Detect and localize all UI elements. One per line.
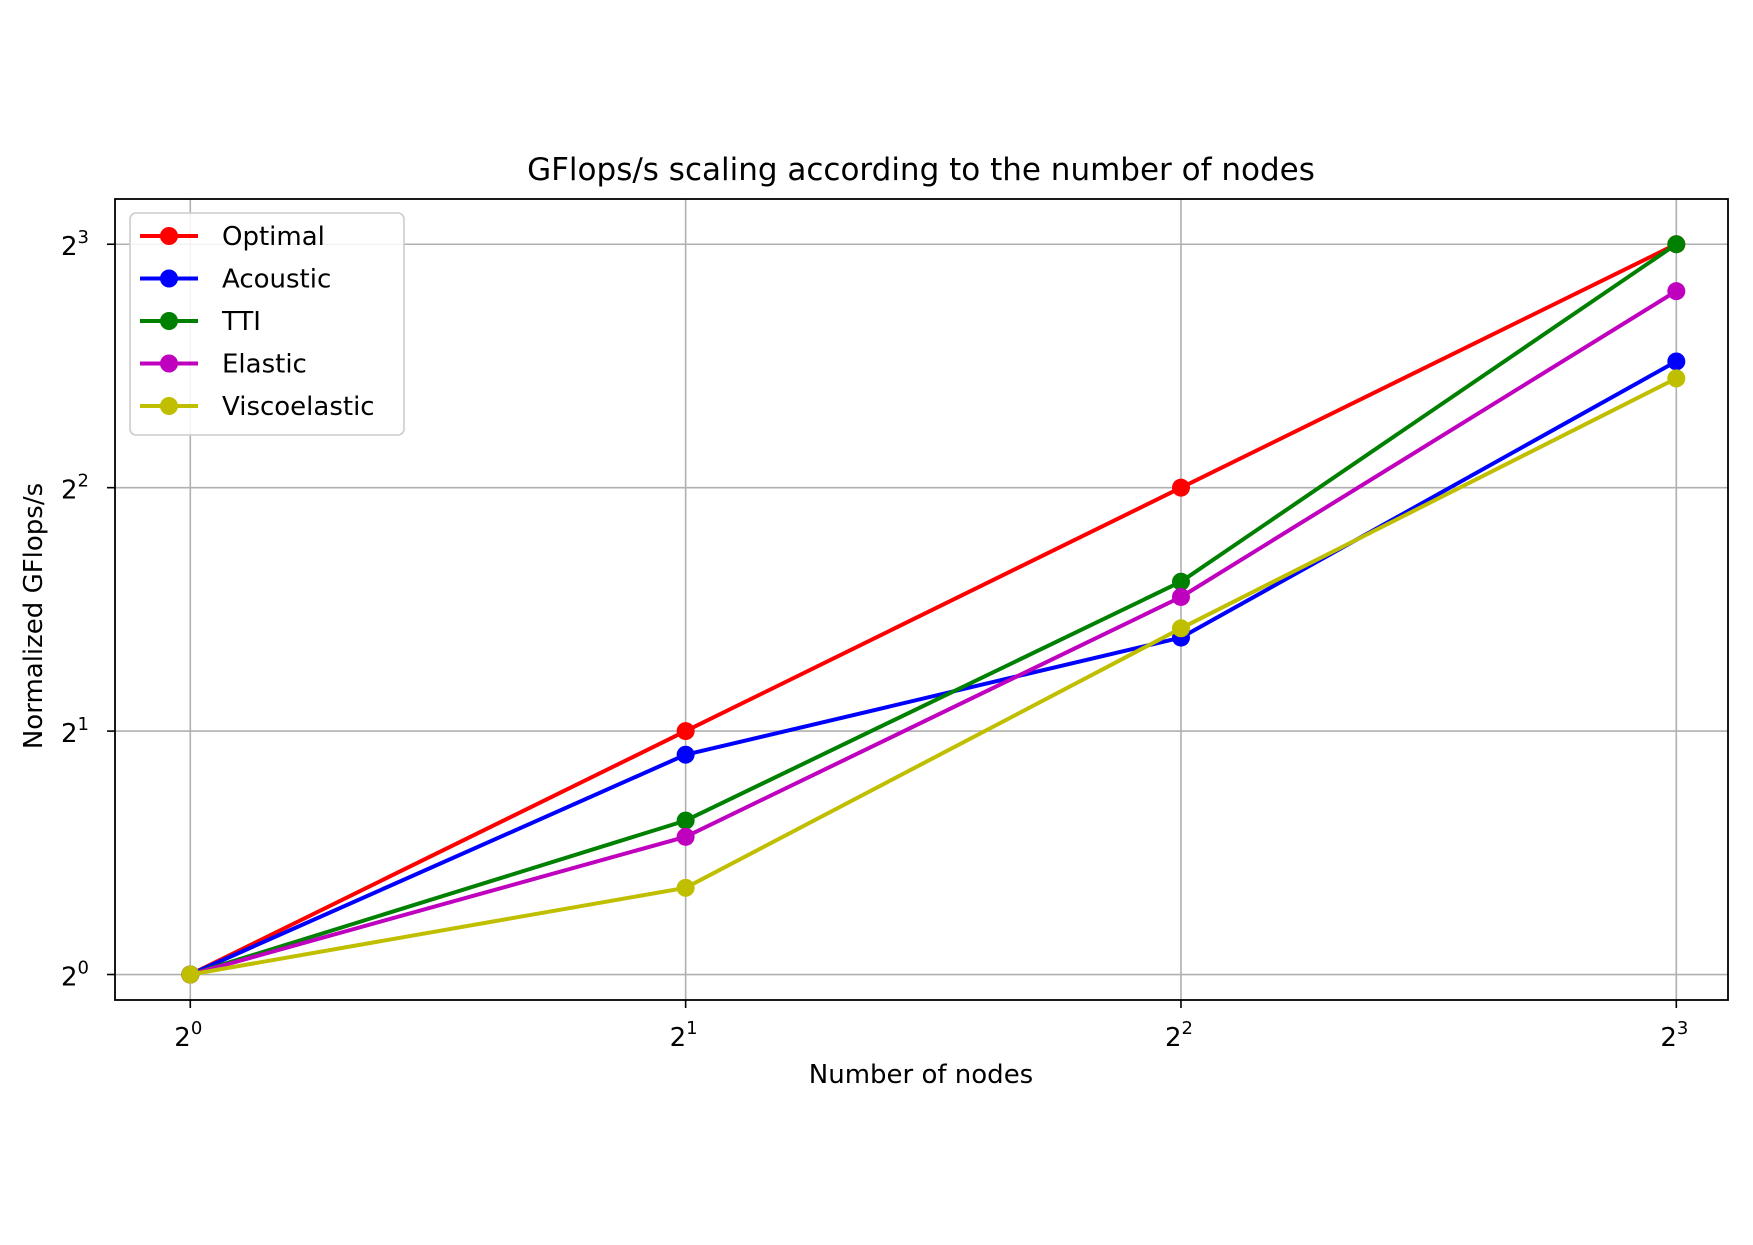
series-point-tti — [1667, 235, 1686, 254]
series-point-acoustic — [676, 745, 695, 764]
legend-marker — [160, 312, 178, 330]
legend-label: TTI — [221, 307, 261, 337]
legend: Optimal Acoustic TTI Elastic Viscoelastic — [129, 212, 405, 436]
series-point-viscoelastic — [1171, 619, 1190, 638]
series-point-elastic — [1667, 282, 1686, 301]
legend-item: Viscoelastic — [140, 392, 375, 422]
legend-label: Optimal — [222, 222, 325, 252]
legend-marker — [160, 269, 178, 288]
plot-frame — [114, 198, 1729, 1001]
axis-ticks: 20 21 22 23 20 21 22 23 — [61, 227, 1688, 1053]
y-tick-label: 23 — [61, 227, 89, 262]
series-point-optimal — [676, 722, 695, 741]
legend-marker — [160, 354, 178, 373]
legend-box — [129, 212, 405, 436]
x-tick-label: 21 — [670, 1018, 698, 1053]
y-tick-label: 22 — [61, 471, 89, 506]
grid — [115, 199, 1728, 1000]
legend-label: Viscoelastic — [222, 392, 375, 422]
y-tick-label: 21 — [61, 714, 89, 749]
chart-title: GFlops/s scaling according to the number… — [527, 152, 1315, 188]
series-line-acoustic — [189, 359, 1678, 977]
series-point-elastic — [1171, 587, 1190, 606]
legend-marker — [160, 397, 178, 415]
series-line-tti — [189, 242, 1678, 977]
y-axis-label: Normalized GFlops/s — [19, 483, 49, 749]
series-point-tti — [1171, 572, 1190, 591]
series-point-optimal — [1171, 478, 1190, 497]
x-axis-label: Number of nodes — [809, 1060, 1033, 1090]
legend-item: TTI — [140, 307, 261, 337]
legend-label: Elastic — [222, 350, 307, 380]
legend-item: Acoustic — [140, 265, 331, 295]
x-tick-label: 22 — [1165, 1018, 1193, 1053]
series-line-elastic — [189, 289, 1678, 977]
series-point-acoustic — [1667, 352, 1686, 371]
legend-item: Elastic — [140, 350, 307, 380]
series-point-elastic — [676, 827, 695, 846]
series-group — [181, 235, 1686, 984]
series-line-optimal — [189, 242, 1678, 977]
series-point-viscoelastic — [676, 878, 695, 897]
legend-marker — [160, 227, 178, 245]
x-tick-label: 23 — [1660, 1018, 1688, 1053]
series-point-viscoelastic — [181, 965, 200, 984]
x-tick-label: 20 — [174, 1018, 202, 1053]
series-point-viscoelastic — [1667, 369, 1686, 388]
series-point-tti — [676, 811, 695, 830]
y-tick-label: 20 — [61, 958, 89, 993]
legend-item: Optimal — [140, 222, 325, 252]
legend-label: Acoustic — [222, 265, 331, 295]
series-line-viscoelastic — [189, 376, 1678, 977]
